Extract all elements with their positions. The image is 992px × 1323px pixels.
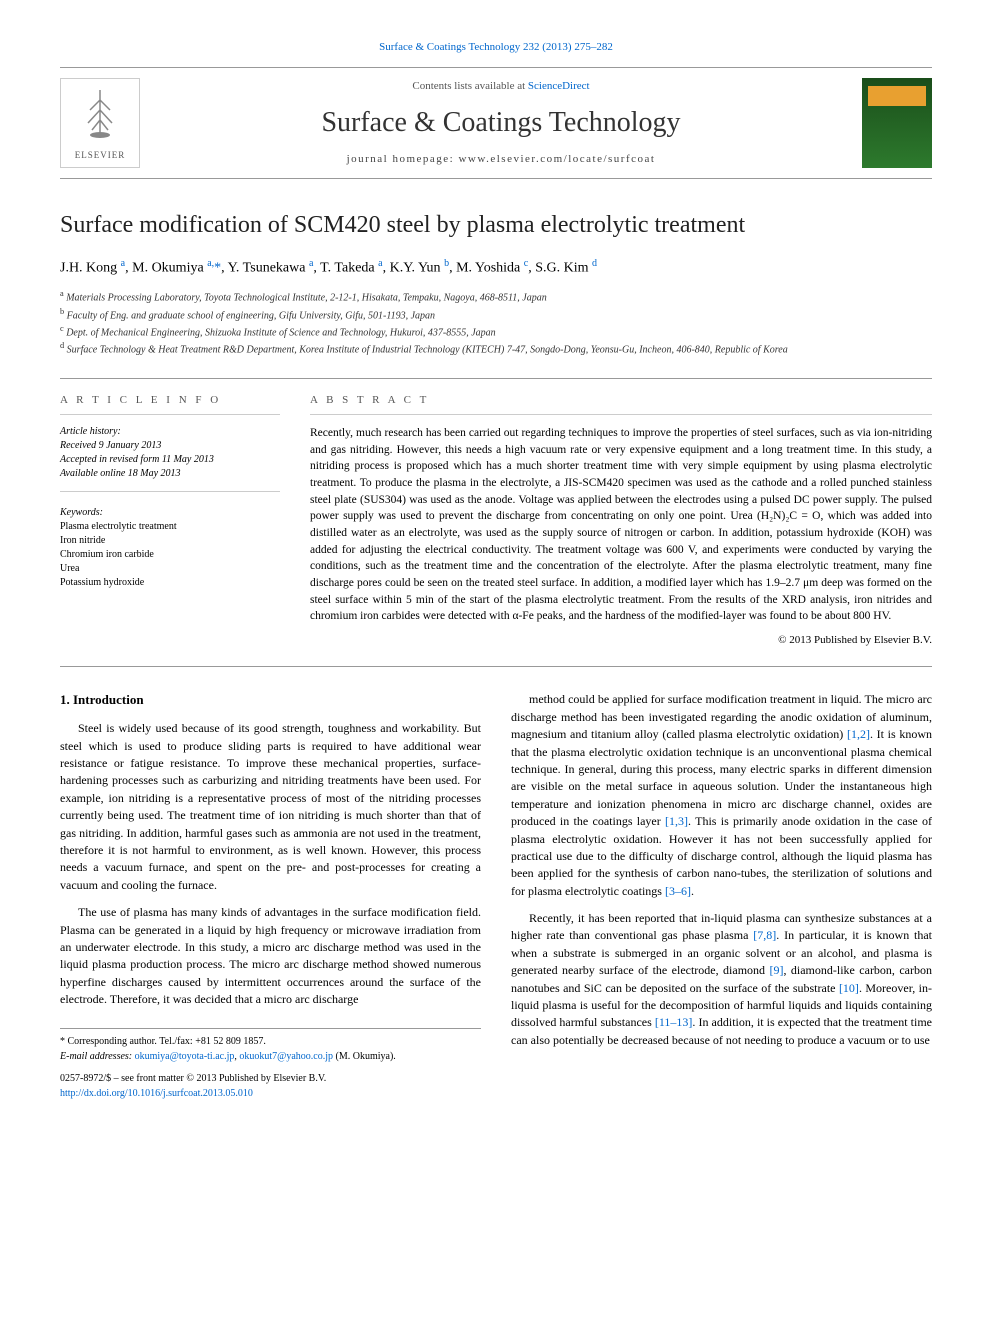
keyword-line: Urea [60,562,280,576]
email-link[interactable]: okuokut7@yahoo.co.jp [239,1051,333,1062]
email-link[interactable]: okumiya@toyota-ti.ac.jp [135,1051,235,1062]
keyword-line: Iron nitride [60,534,280,548]
top-vol-pages: 232 (2013) 275–282 [523,41,613,53]
homepage-prefix: journal homepage: [347,153,459,165]
affiliations-block: a Materials Processing Laboratory, Toyot… [60,288,932,357]
header-center: Contents lists available at ScienceDirec… [160,79,842,167]
body-column-left: 1. Introduction Steel is widely used bec… [60,691,481,1101]
journal-cover-thumb [862,78,932,168]
top-journal-link: Surface & Coatings Technology 232 (2013)… [60,40,932,55]
homepage-line: journal homepage: www.elsevier.com/locat… [160,152,842,167]
elsevier-logo: ELSEVIER [60,78,140,168]
article-title: Surface modification of SCM420 steel by … [60,209,932,243]
doi-link[interactable]: http://dx.doi.org/10.1016/j.surfcoat.201… [60,1088,253,1099]
affiliation-line: d Surface Technology & Heat Treatment R&… [60,340,932,357]
body-paragraph: The use of plasma has many kinds of adva… [60,904,481,1008]
affiliation-line: b Faculty of Eng. and graduate school of… [60,306,932,323]
body-paragraph: Steel is widely used because of its good… [60,720,481,894]
top-journal-anchor[interactable]: Surface & Coatings Technology 232 (2013)… [379,41,613,53]
keyword-line: Chromium iron carbide [60,548,280,562]
article-info-heading: A R T I C L E I N F O [60,393,280,415]
article-info-column: A R T I C L E I N F O Article history: R… [60,393,280,649]
bottom-meta: 0257-8972/$ – see front matter © 2013 Pu… [60,1072,481,1101]
issn-line: 0257-8972/$ – see front matter © 2013 Pu… [60,1072,481,1087]
abstract-heading: A B S T R A C T [310,393,932,415]
info-abstract-row: A R T I C L E I N F O Article history: R… [60,378,932,649]
email-label: E-mail addresses: [60,1051,135,1062]
body-column-right: method could be applied for surface modi… [511,691,932,1101]
history-line: Received 9 January 2013 [60,439,280,453]
corresponding-author-note: * Corresponding author. Tel./fax: +81 52… [60,1035,481,1050]
body-paragraph: Recently, it has been reported that in-l… [511,910,932,1049]
journal-name: Surface & Coatings Technology [160,103,842,142]
abstract-text: Recently, much research has been carried… [310,425,932,625]
email-attribution: (M. Okumiya). [333,1051,396,1062]
elsevier-tree-icon [70,85,130,145]
affiliation-line: c Dept. of Mechanical Engineering, Shizu… [60,323,932,340]
email-line: E-mail addresses: okumiya@toyota-ti.ac.j… [60,1050,481,1065]
elsevier-label: ELSEVIER [75,149,126,162]
section-heading-intro: 1. Introduction [60,691,481,710]
keywords-block: Keywords: Plasma electrolytic treatmentI… [60,506,280,590]
keywords-label: Keywords: [60,506,280,520]
history-label: Article history: [60,425,280,439]
sciencedirect-link[interactable]: ScienceDirect [528,80,590,92]
abstract-column: A B S T R A C T Recently, much research … [310,393,932,649]
affiliation-line: a Materials Processing Laboratory, Toyot… [60,288,932,305]
top-journal-name: Surface & Coatings Technology [379,41,520,53]
section-divider [60,666,932,667]
journal-header: ELSEVIER Contents lists available at Sci… [60,67,932,179]
history-block: Article history: Received 9 January 2013… [60,425,280,492]
contents-line: Contents lists available at ScienceDirec… [160,79,842,94]
contents-prefix: Contents lists available at [412,80,527,92]
footnote-block: * Corresponding author. Tel./fax: +81 52… [60,1028,481,1064]
keyword-line: Potassium hydroxide [60,576,280,590]
authors-line: J.H. Kong a, M. Okumiya a,*, Y. Tsunekaw… [60,257,932,278]
body-paragraph: method could be applied for surface modi… [511,691,932,900]
keyword-line: Plasma electrolytic treatment [60,520,280,534]
history-line: Accepted in revised form 11 May 2013 [60,453,280,467]
abstract-copyright: © 2013 Published by Elsevier B.V. [310,633,932,648]
homepage-url: www.elsevier.com/locate/surfcoat [458,153,655,165]
history-line: Available online 18 May 2013 [60,467,280,481]
body-columns: 1. Introduction Steel is widely used bec… [60,691,932,1101]
